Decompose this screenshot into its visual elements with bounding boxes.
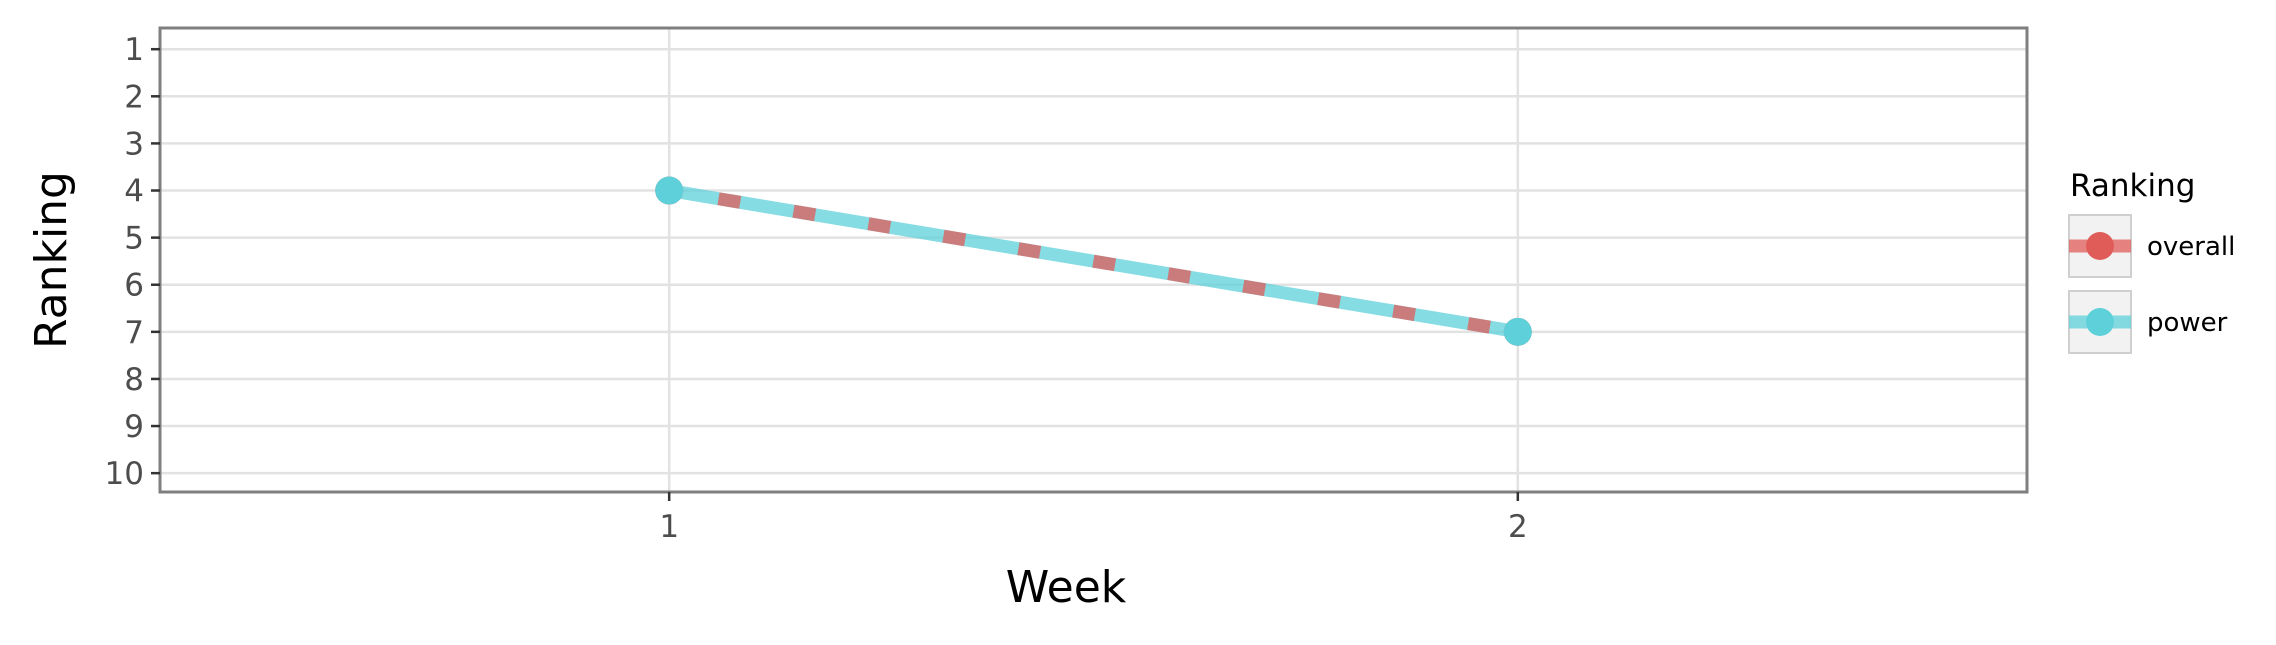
legend-label-overall: overall	[2147, 232, 2235, 262]
legend-label-power: power	[2147, 308, 2228, 338]
y-tick-label: 10	[105, 456, 144, 492]
legend-title: Ranking	[2070, 168, 2195, 204]
y-tick-label: 6	[124, 268, 144, 304]
legend-key-marker	[2086, 232, 2114, 260]
y-axis-title: Ranking	[26, 171, 77, 349]
legend-items: overall power	[2068, 214, 2235, 354]
panel-border	[158, 26, 2029, 494]
data-point-power	[655, 176, 684, 205]
x-tick-label: 1	[659, 509, 679, 545]
y-axis: 1 2 3 4 5 6 7 8 9 10	[105, 32, 160, 492]
y-tick-label: 7	[124, 315, 144, 351]
data-point-power	[1503, 317, 1532, 346]
series-line-overall	[668, 184, 1519, 339]
y-tick-label: 5	[124, 221, 144, 257]
x-axis-title: Week	[1006, 562, 1127, 613]
y-tick-label: 9	[124, 409, 144, 445]
gridlines	[160, 28, 2027, 492]
series-layer	[655, 176, 1532, 346]
y-tick-label: 3	[124, 126, 144, 162]
y-tick-label: 4	[124, 174, 144, 210]
y-tick-label: 8	[124, 362, 144, 398]
legend-key-marker	[2086, 308, 2114, 336]
legend: Ranking overall power	[2068, 168, 2235, 354]
x-tick-label: 2	[1508, 509, 1528, 545]
y-tick-label: 1	[124, 32, 144, 68]
y-tick-label: 2	[124, 79, 144, 115]
